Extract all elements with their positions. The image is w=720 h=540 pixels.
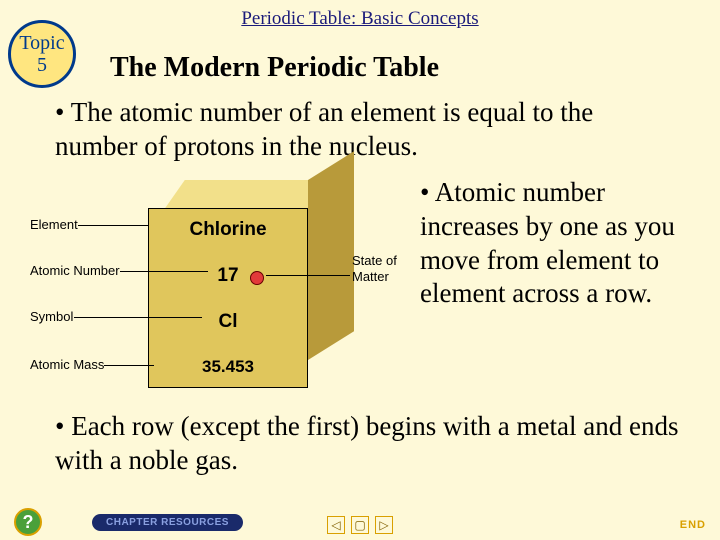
- leader-symbol: [74, 317, 202, 318]
- topic-badge: Topic 5: [8, 20, 76, 88]
- tile-symbol: Cl: [219, 311, 238, 333]
- leader-atomic-mass: [104, 365, 154, 366]
- slide: Periodic Table: Basic Concepts Topic 5 T…: [0, 0, 720, 540]
- state-of-matter-dot: [250, 271, 264, 285]
- label-state: State of Matter: [352, 253, 402, 284]
- label-symbol: Symbol: [30, 309, 73, 324]
- tile-atomic-mass: 35.453: [202, 357, 254, 377]
- chapter-resources-button[interactable]: CHAPTER RESOURCES: [92, 514, 243, 531]
- nav-controls: ◁ ▢ ▷: [327, 516, 393, 534]
- topic-number: 5: [37, 54, 47, 76]
- footer-bar: ? CHAPTER RESOURCES ◁ ▢ ▷ END: [0, 504, 720, 540]
- element-tile-diagram: Chlorine 17 Cl 35.453 Element Atomic Num…: [30, 175, 410, 405]
- bullet-1: The atomic number of an element is equal…: [55, 96, 675, 164]
- slide-subtitle: The Modern Periodic Table: [110, 52, 439, 84]
- tile-element-name: Chlorine: [189, 219, 266, 241]
- label-atomic-mass: Atomic Mass: [30, 357, 104, 372]
- nav-prev-button[interactable]: ◁: [327, 516, 345, 534]
- slide-header: Periodic Table: Basic Concepts: [0, 8, 720, 30]
- tile-side-face: [308, 151, 354, 360]
- nav-next-button[interactable]: ▷: [375, 516, 393, 534]
- bullet-2: Atomic number increases by one as you mo…: [420, 176, 700, 311]
- bullet-3: Each row (except the first) begins with …: [55, 410, 695, 478]
- end-button[interactable]: END: [680, 519, 706, 531]
- label-atomic-number: Atomic Number: [30, 263, 120, 278]
- label-element: Element: [30, 217, 78, 232]
- tile-atomic-number: 17: [217, 265, 238, 287]
- tile-front-face: Chlorine 17 Cl 35.453: [148, 208, 308, 388]
- topic-label: Topic: [19, 32, 64, 54]
- nav-home-button[interactable]: ▢: [351, 516, 369, 534]
- leader-atomic-number: [120, 271, 208, 272]
- help-button[interactable]: ?: [14, 508, 42, 536]
- leader-state: [266, 275, 350, 276]
- leader-element: [78, 225, 148, 226]
